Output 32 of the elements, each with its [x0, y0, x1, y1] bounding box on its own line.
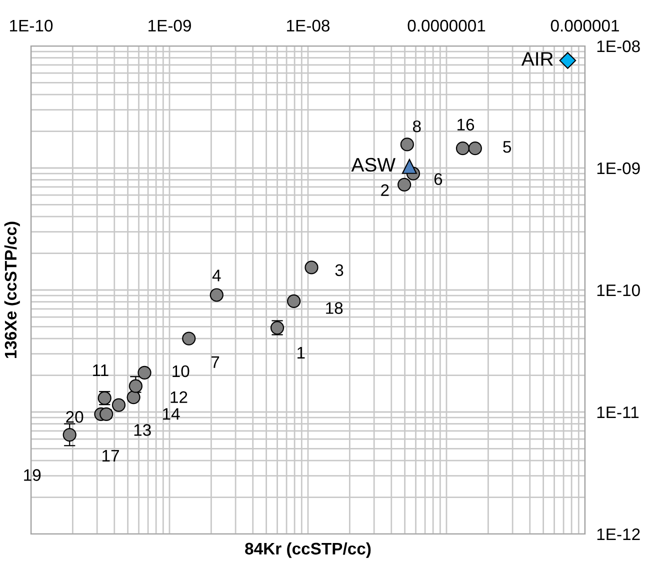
annotation: 10 [172, 365, 190, 378]
annotation: 19 [24, 469, 41, 481]
x-tick-label: 1E-10 [10, 20, 53, 32]
x-tick-label: 0.0000001 [408, 20, 486, 32]
annotation: 7 [211, 356, 220, 368]
annotation: 20 [66, 411, 84, 423]
annotation: 5 [503, 141, 512, 153]
series-label: AIR [521, 52, 553, 66]
annotation: 6 [434, 173, 442, 185]
y-tick-label: 1E-12 [597, 528, 640, 540]
y-tick-label: 1E-10 [597, 284, 640, 296]
annotation: 8 [412, 120, 421, 132]
annotation: 3 [335, 264, 344, 276]
x-tick-label: 0.000001 [550, 20, 619, 32]
annotation: 13 [134, 424, 151, 436]
annotation: 12 [170, 391, 188, 403]
annotation: 16 [458, 118, 474, 131]
annotation: 4 [212, 270, 221, 282]
annotation: 17 [102, 450, 119, 462]
annotation: 11 [93, 364, 108, 376]
x-tick-label: 1E-08 [287, 20, 330, 32]
series-label: ASW [351, 158, 396, 172]
y-tick-label: 1E-09 [597, 162, 640, 174]
y-axis-title: 136Xe (ccSTP/cc) [4, 222, 20, 358]
annotation: 1 [298, 347, 305, 358]
x-axis-title: 84Kr (ccSTP/cc) [245, 542, 371, 558]
annotation: 18 [326, 302, 343, 314]
x-tick-label: 1E-09 [148, 20, 191, 32]
annotation: 2 [381, 184, 389, 196]
y-tick-label: 1E-11 [597, 406, 639, 418]
y-tick-label: 1E-08 [597, 40, 640, 52]
annotation: 14 [163, 408, 180, 420]
